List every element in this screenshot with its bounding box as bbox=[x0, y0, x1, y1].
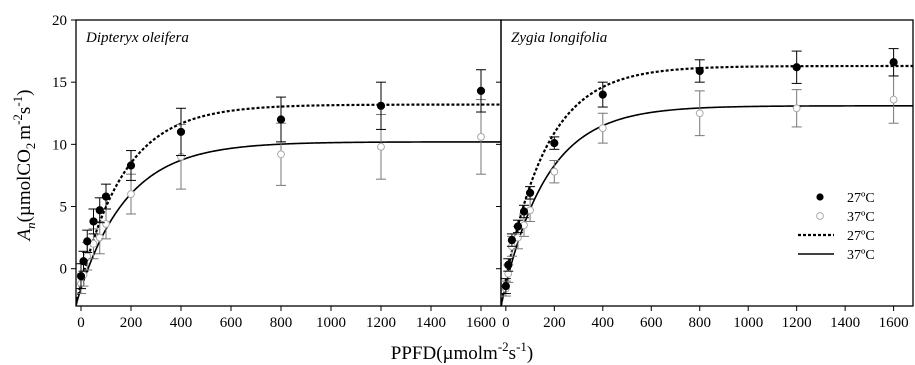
legend-label: 37ºC bbox=[847, 248, 875, 263]
point-37c bbox=[792, 104, 801, 113]
x-tick-label: 800 bbox=[270, 315, 293, 331]
legend-symbol-filled-circle bbox=[816, 193, 824, 201]
point-37c bbox=[377, 142, 385, 151]
y-tick-label: 5 bbox=[60, 200, 68, 216]
legend-label: 27ºC bbox=[847, 229, 875, 244]
point-27c bbox=[89, 217, 98, 226]
point-27c bbox=[476, 86, 486, 95]
x-tick-label: 1200 bbox=[782, 315, 812, 331]
legend-label: 27ºC bbox=[847, 191, 875, 206]
x-tick-label: 0 bbox=[502, 315, 510, 331]
point-27c bbox=[695, 66, 704, 76]
y-tick-label: 20 bbox=[52, 13, 67, 29]
point-27c bbox=[507, 235, 517, 245]
legend-label: 37ºC bbox=[847, 210, 875, 225]
point-27c bbox=[126, 161, 136, 170]
point-27c bbox=[101, 192, 111, 201]
point-27c bbox=[376, 101, 386, 110]
y-axis-title-exp-1: -2 bbox=[10, 114, 25, 125]
x-tick-label: 0 bbox=[77, 315, 85, 331]
x-tick-label: 1400 bbox=[416, 315, 446, 331]
point-27c bbox=[276, 115, 286, 124]
legend-symbol-open-circle bbox=[816, 212, 824, 220]
point-27c bbox=[176, 127, 186, 137]
y-axis-title-s: s bbox=[14, 107, 35, 114]
y-tick-label: 0 bbox=[60, 262, 68, 278]
x-tick-label: 1400 bbox=[830, 315, 860, 331]
x-axis-title: PPFD(µmolm-2s-1) bbox=[391, 339, 533, 364]
y-axis-title-units: (µmolCO bbox=[14, 149, 35, 222]
point-37c bbox=[277, 150, 285, 159]
x-tick-label: 1600 bbox=[466, 315, 496, 331]
plot-frame bbox=[500, 19, 914, 307]
y-tick-label: 15 bbox=[52, 75, 67, 91]
y-tick-label: 10 bbox=[52, 137, 67, 153]
point-27c bbox=[83, 237, 92, 246]
point-37c bbox=[889, 95, 898, 104]
x-tick-label: 1600 bbox=[879, 315, 909, 331]
y-axis-title-subscript: n bbox=[23, 222, 38, 229]
panel-zygia: Zygia longifolia 0 200 400 600 800 1000 1200 140… bbox=[496, 19, 914, 331]
point-37c bbox=[95, 233, 104, 242]
x-tick-label: 800 bbox=[688, 315, 711, 331]
fit-curve-37c bbox=[76, 141, 501, 305]
x-tick-label: 400 bbox=[592, 315, 615, 331]
panel-title: Zygia longifolia bbox=[511, 30, 607, 46]
point-27c bbox=[550, 139, 559, 148]
point-37c bbox=[598, 124, 607, 133]
point-37c bbox=[550, 167, 559, 176]
x-tick-label: 600 bbox=[220, 315, 243, 331]
y-axis-title: An(µmolCO2 m-2s-1) bbox=[10, 89, 38, 242]
x-tick-label: 400 bbox=[170, 315, 193, 331]
point-27c bbox=[519, 207, 529, 216]
point-27c bbox=[513, 222, 523, 231]
y-axis-title-close: ) bbox=[14, 89, 35, 95]
x-axis-title-main: PPFD(µmolm bbox=[391, 343, 498, 364]
x-axis-title-s: s bbox=[509, 343, 516, 364]
point-27c bbox=[792, 63, 801, 72]
point-27c bbox=[501, 282, 510, 291]
x-tick-label: 1200 bbox=[366, 315, 396, 331]
fit-curve-27c bbox=[501, 64, 913, 306]
point-27c bbox=[79, 257, 88, 266]
point-27c bbox=[889, 58, 898, 67]
x-axis-title-exp-1: -2 bbox=[498, 339, 509, 354]
x-tick-label: 1000 bbox=[733, 315, 763, 331]
fit-curve-27c bbox=[76, 103, 501, 306]
point-27c bbox=[525, 188, 535, 197]
x-tick-label: 200 bbox=[543, 315, 566, 331]
point-27c bbox=[598, 90, 607, 99]
y-axis-title-m: m bbox=[14, 125, 35, 140]
point-37c bbox=[695, 109, 704, 118]
point-37c bbox=[127, 190, 135, 198]
plot-frame bbox=[75, 19, 502, 307]
point-27c bbox=[504, 260, 513, 270]
fit-curve-37c bbox=[501, 105, 913, 306]
y-axis-title-subscript-2: 2 bbox=[23, 143, 38, 150]
x-axis-title-exp-2: -1 bbox=[516, 339, 527, 354]
point-37c bbox=[102, 220, 110, 228]
y-axis-title-exp-2: -1 bbox=[10, 96, 25, 107]
x-axis-title-close: ) bbox=[527, 343, 533, 364]
x-tick-label: 600 bbox=[640, 315, 663, 331]
point-37c bbox=[477, 132, 485, 141]
legend: 27ºC 37ºC 27ºC 37ºC bbox=[798, 191, 875, 263]
x-tick-label: 200 bbox=[120, 315, 143, 331]
x-tick-label: 1000 bbox=[316, 315, 346, 331]
panel-title: Dipteryx oleifera bbox=[85, 30, 189, 46]
point-27c bbox=[95, 206, 104, 215]
y-axis-title-symbol: A bbox=[14, 229, 35, 243]
point-27c bbox=[76, 272, 86, 281]
